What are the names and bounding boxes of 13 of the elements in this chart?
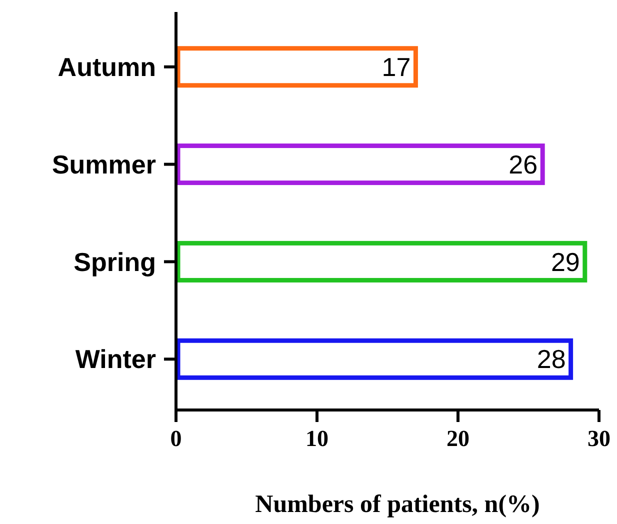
x-tick-label: 10 — [306, 426, 328, 451]
y-tick-label: Winter — [75, 344, 156, 374]
data-label: 26 — [508, 149, 538, 180]
x-tick-label: 20 — [446, 426, 470, 451]
y-tick-label: Autumn — [58, 52, 156, 82]
x-tick-label: 30 — [588, 426, 610, 451]
data-label: 17 — [382, 52, 411, 82]
y-tick-label: Summer — [52, 149, 156, 180]
y-tick-label: Spring — [74, 246, 156, 277]
data-label: 29 — [550, 246, 580, 277]
x-axis-title: Numbers of patients, n(%) — [255, 491, 540, 518]
data-label: 28 — [536, 344, 566, 374]
x-tick-label: 0 — [170, 426, 182, 451]
